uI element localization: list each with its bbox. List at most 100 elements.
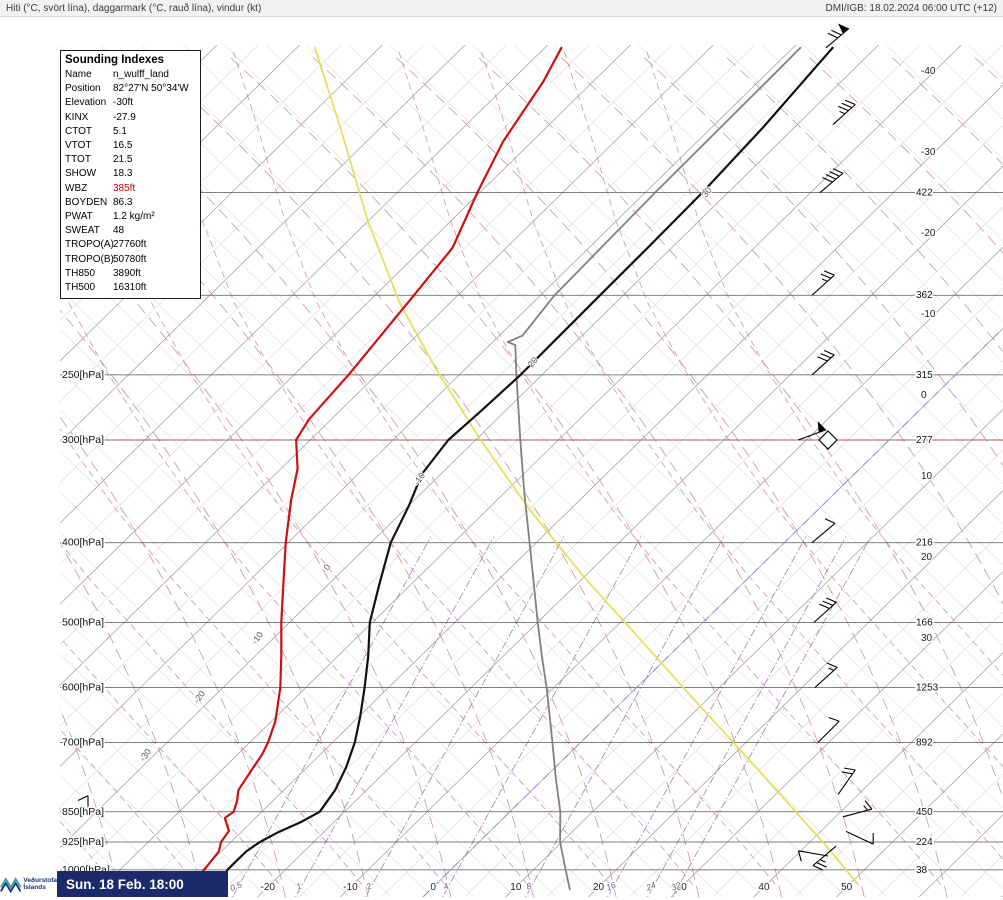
reference-yellow-curve bbox=[314, 46, 859, 886]
svg-text:10: 10 bbox=[921, 471, 933, 482]
pressure-grid bbox=[60, 192, 1003, 871]
svg-text:-20: -20 bbox=[261, 882, 276, 893]
index-row-tropo-b-: TROPO(B) 50780ft bbox=[61, 253, 200, 267]
svg-text:16: 16 bbox=[605, 880, 618, 893]
svg-text:362: 362 bbox=[916, 290, 933, 301]
top-bar: Hiti (°C, svört lína), daggarmark (°C, r… bbox=[0, 0, 1003, 17]
svg-text:277: 277 bbox=[916, 435, 933, 446]
svg-text:1253: 1253 bbox=[916, 682, 939, 693]
svg-text:24: 24 bbox=[644, 880, 658, 893]
svg-text:-10: -10 bbox=[343, 882, 358, 893]
index-value: 5.1 bbox=[113, 125, 127, 137]
index-label: TH850 bbox=[65, 267, 96, 279]
index-value: 18.3 bbox=[113, 168, 133, 180]
svg-text:450: 450 bbox=[916, 807, 933, 818]
index-row-name: Name n_wulff_land bbox=[61, 68, 200, 82]
index-row-pwat: PWAT 1.2 kg/m² bbox=[61, 210, 200, 224]
index-row-position: Position 82°27'N 50°34'W bbox=[61, 82, 200, 96]
svg-text:30: 30 bbox=[700, 185, 714, 199]
diagonal-grid-upleft bbox=[60, 45, 1003, 897]
mixing-ratio-lines bbox=[232, 536, 871, 897]
svg-text:315: 315 bbox=[916, 370, 933, 381]
legend-text: Hiti (°C, svört lína), daggarmark (°C, r… bbox=[6, 2, 262, 14]
met-office-logo: Veðurstofa Íslands bbox=[0, 870, 57, 898]
temperature-curve bbox=[222, 46, 834, 882]
index-value: 21.5 bbox=[113, 154, 133, 166]
dry-adiabats bbox=[60, 47, 1003, 885]
sounding-indexes-panel: Sounding Indexes Name n_wulff_land Positio… bbox=[60, 50, 201, 300]
index-row-show: SHOW 18.3 bbox=[61, 167, 200, 181]
panel-title: Sounding Indexes bbox=[65, 54, 165, 66]
svg-text:500[hPa]: 500[hPa] bbox=[62, 616, 104, 628]
svg-text:30: 30 bbox=[676, 882, 688, 893]
index-row-th850: TH850 3890ft bbox=[61, 267, 200, 281]
svg-text:300[hPa]: 300[hPa] bbox=[62, 434, 104, 446]
svg-text:600[hPa]: 600[hPa] bbox=[62, 681, 104, 693]
index-row-th500: TH500 16310ft bbox=[61, 281, 200, 295]
svg-text:925[hPa]: 925[hPa] bbox=[62, 836, 104, 848]
svg-text:-10: -10 bbox=[249, 630, 265, 646]
svg-text:850[hPa]: 850[hPa] bbox=[62, 806, 104, 818]
svg-text:-30: -30 bbox=[921, 147, 936, 158]
svg-text:2: 2 bbox=[364, 881, 373, 893]
svg-text:50: 50 bbox=[841, 882, 853, 893]
svg-text:422: 422 bbox=[916, 188, 933, 199]
index-value: n_wulff_land bbox=[113, 69, 169, 80]
index-label: Elevation bbox=[65, 97, 107, 109]
index-label: Position bbox=[65, 83, 101, 95]
svg-text:20: 20 bbox=[921, 552, 933, 563]
svg-text:40: 40 bbox=[758, 882, 770, 893]
index-value: 27760ft bbox=[113, 239, 147, 251]
index-value: 48 bbox=[113, 225, 125, 237]
svg-text:892: 892 bbox=[916, 737, 933, 748]
dewpoint-curve bbox=[194, 46, 563, 882]
index-label: SHOW bbox=[65, 168, 97, 180]
index-value: 82°27'N 50°34'W bbox=[113, 83, 189, 95]
valid-time-text: Sun. 18 Feb. 18:00 bbox=[66, 876, 184, 892]
svg-text:224: 224 bbox=[916, 837, 933, 848]
index-row-elevation: Elevation -30ft bbox=[61, 96, 200, 110]
index-row-kinx: KINX -27.9 bbox=[61, 111, 200, 125]
svg-text:166: 166 bbox=[916, 617, 933, 628]
svg-text:216: 216 bbox=[916, 538, 933, 549]
index-value: 86.3 bbox=[113, 196, 133, 208]
svg-text:0: 0 bbox=[430, 882, 436, 893]
index-label: BOYDEN bbox=[65, 196, 108, 208]
valid-time-box: Sun. 18 Feb. 18:00 bbox=[57, 871, 228, 897]
zero-isotherm bbox=[422, 327, 1003, 897]
index-value: 50780ft bbox=[113, 253, 147, 265]
index-label: TROPO(A) bbox=[65, 239, 114, 251]
index-value: -30ft bbox=[113, 97, 134, 109]
svg-text:-40: -40 bbox=[921, 66, 936, 77]
index-row-tropo-a-: TROPO(A) 27760ft bbox=[61, 238, 200, 252]
index-value: -27.9 bbox=[113, 111, 136, 123]
svg-text:-20: -20 bbox=[921, 228, 936, 239]
parcel-curve bbox=[506, 46, 802, 891]
svg-text:-20: -20 bbox=[191, 689, 207, 705]
index-value: 1.2 kg/m² bbox=[113, 211, 155, 223]
index-label: SWEAT bbox=[65, 225, 100, 237]
wind-barbs bbox=[77, 23, 874, 871]
index-row-sweat: SWEAT 48 bbox=[61, 224, 200, 238]
model-run-text: DMI/IGB: 18.02.2024 06:00 UTC (+12) bbox=[825, 2, 997, 14]
svg-text:1: 1 bbox=[295, 881, 303, 892]
svg-text:8: 8 bbox=[525, 881, 533, 892]
max-wind-diamond-icon bbox=[818, 430, 838, 450]
index-value: 16310ft bbox=[113, 282, 147, 294]
index-value: 3890ft bbox=[113, 267, 141, 279]
index-label: CTOT bbox=[65, 125, 93, 137]
svg-text:400[hPa]: 400[hPa] bbox=[62, 537, 104, 549]
index-label: WBZ bbox=[65, 182, 88, 194]
index-label: TROPO(B) bbox=[65, 253, 114, 265]
index-row-vtot: VTOT 16.5 bbox=[61, 139, 200, 153]
svg-text:0: 0 bbox=[921, 390, 927, 401]
index-label: PWAT bbox=[65, 211, 93, 223]
index-label: KINX bbox=[65, 111, 89, 123]
index-value: 385ft bbox=[113, 182, 136, 194]
index-label: TTOT bbox=[65, 154, 91, 166]
svg-text:38: 38 bbox=[916, 865, 928, 876]
svg-text:4: 4 bbox=[442, 881, 450, 892]
svg-text:-10: -10 bbox=[921, 309, 936, 320]
index-row-ctot: CTOT 5.1 bbox=[61, 125, 200, 139]
